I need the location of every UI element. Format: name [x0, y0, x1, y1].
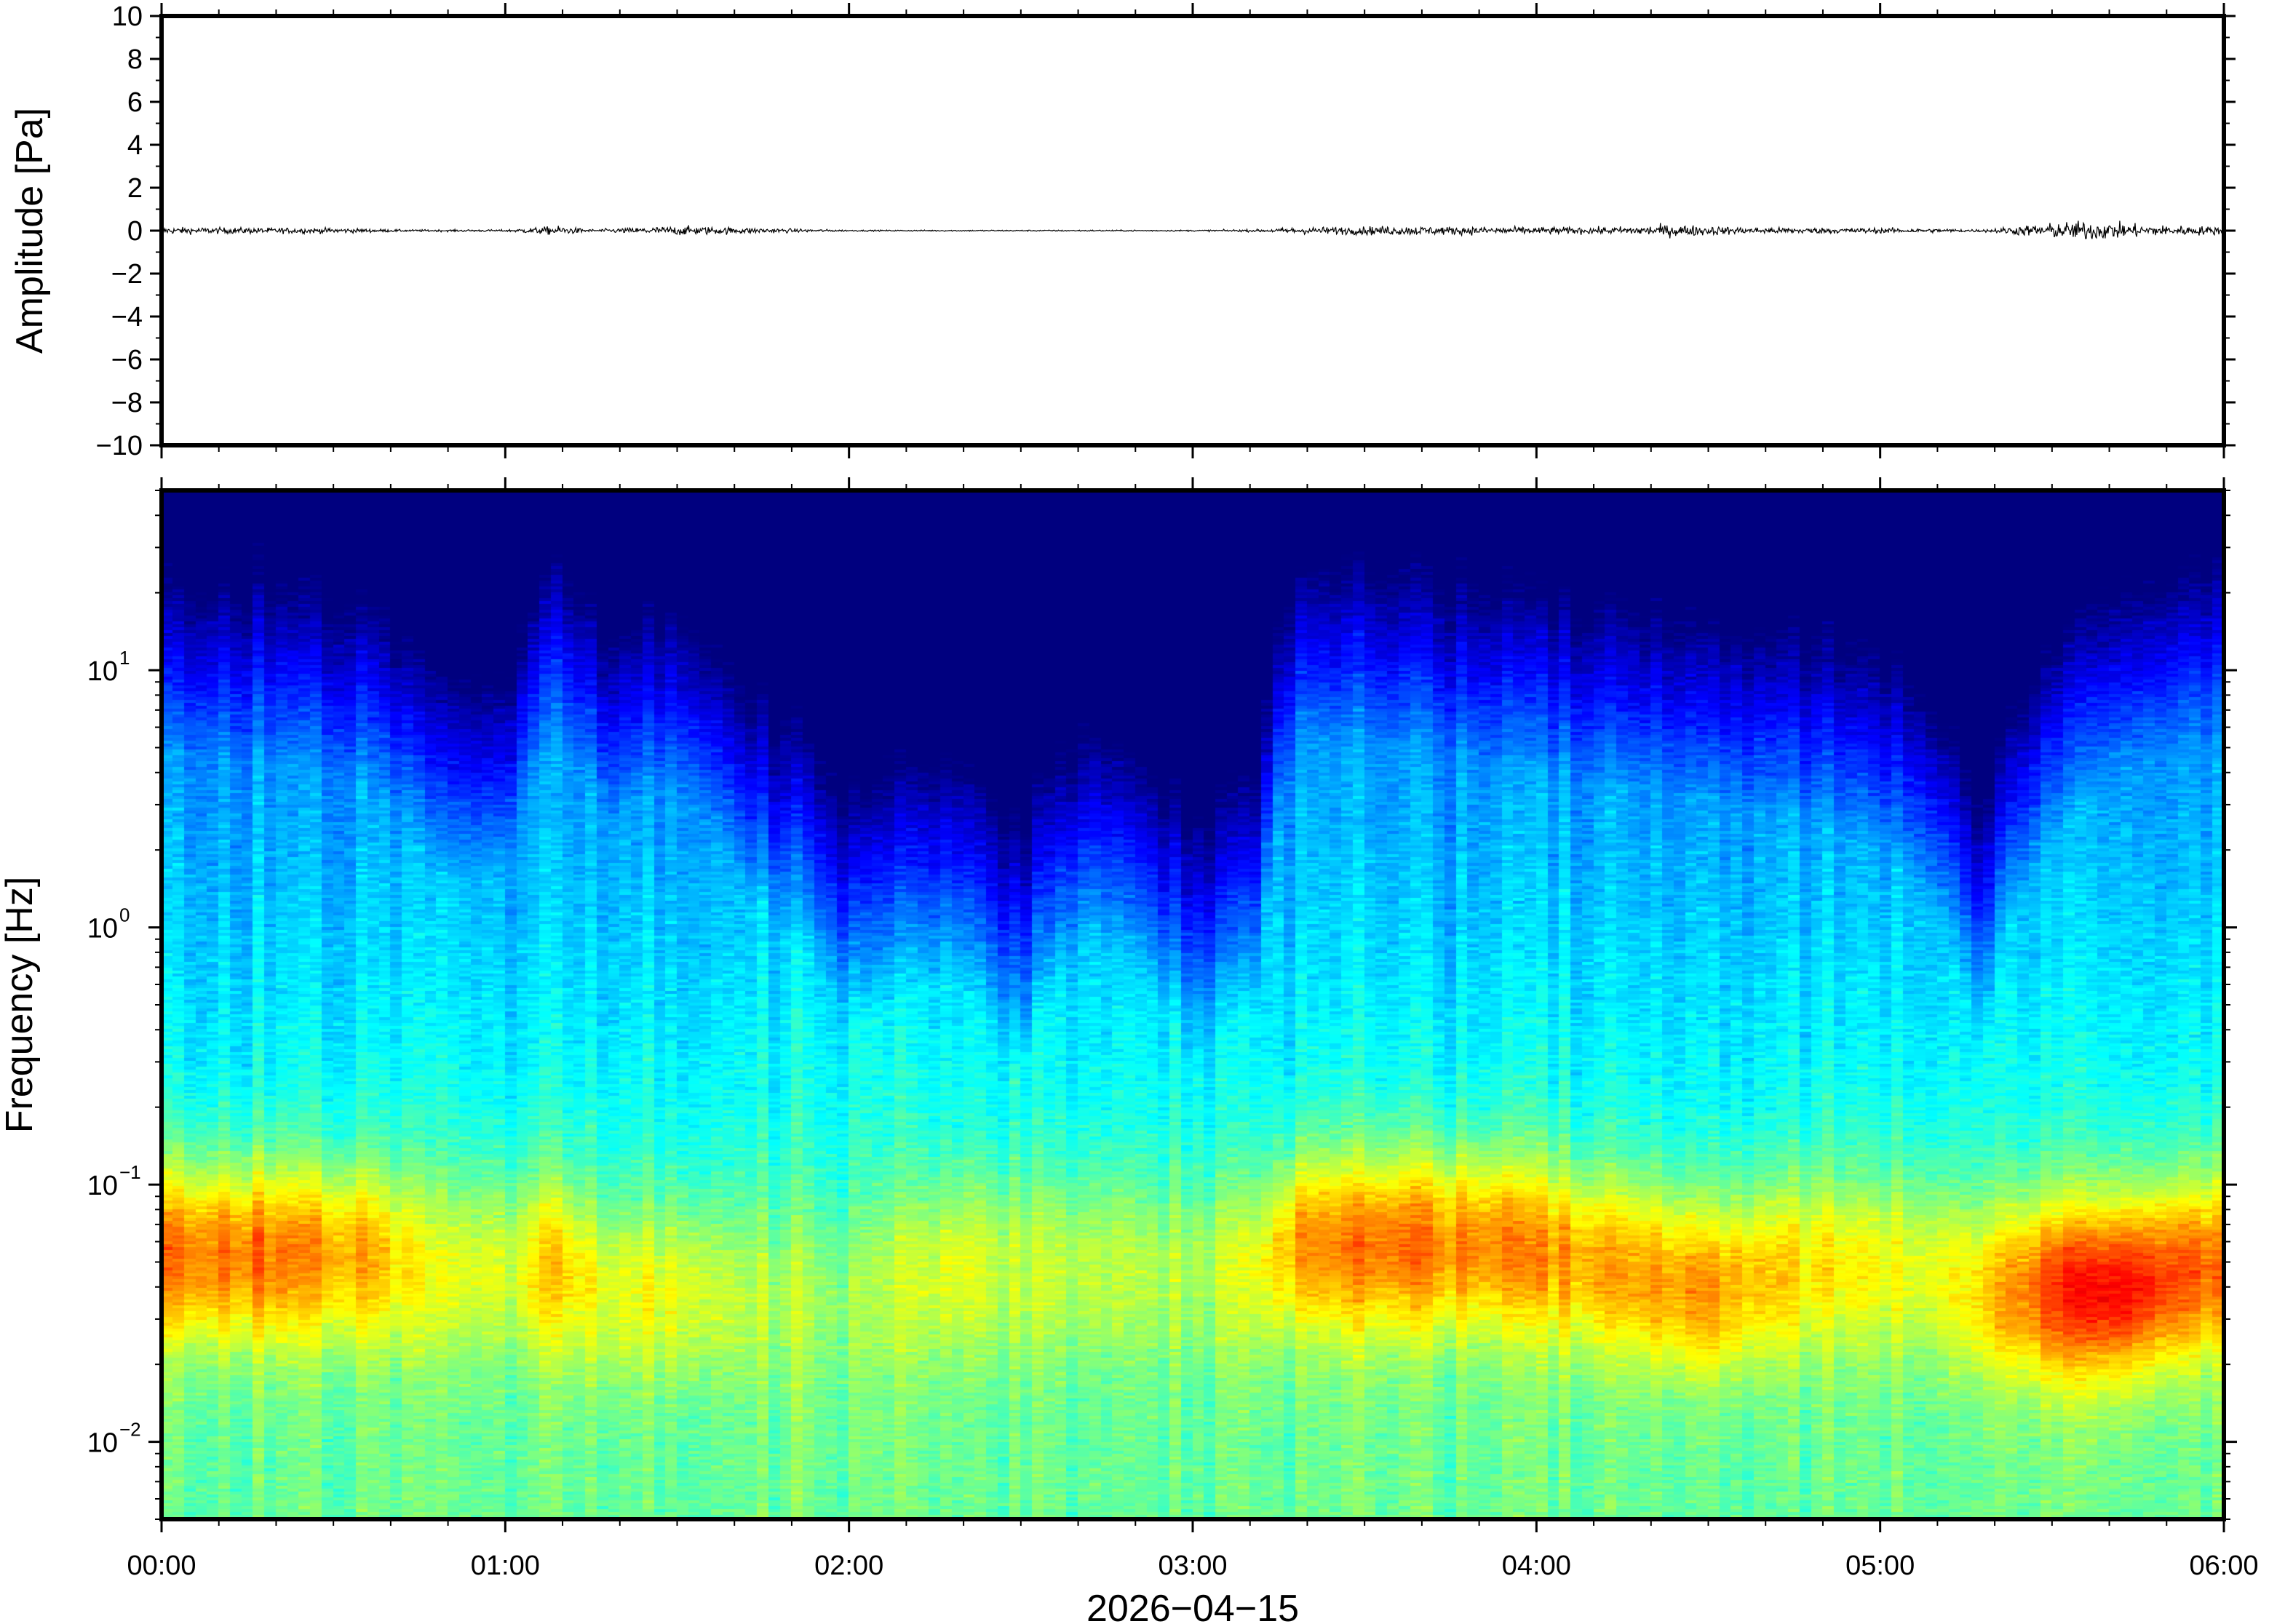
waveform-y-tick-label: −4 [111, 302, 143, 333]
waveform-y-ticks: 10 8 6 4 2 0 −2 −4 −6 −8 −10 [96, 1, 2236, 461]
spectrogram-y-tick-exponent: −2 [119, 1419, 141, 1441]
waveform-y-tick-label: −2 [111, 259, 143, 290]
waveform-y-tick-label: 4 [127, 130, 143, 161]
spectrogram-y-axis-title: Frequency [Hz] [0, 877, 41, 1134]
waveform-y-tick-label: −10 [96, 431, 143, 461]
waveform-frame [159, 14, 2226, 447]
waveform-y-axis-title: Amplitude [Pa] [9, 108, 51, 354]
waveform-trace [161, 220, 2225, 239]
spectrogram-y-tick-exponent: 0 [119, 904, 130, 926]
spectrogram-x-tick-label: 05:00 [1845, 1551, 1915, 1581]
spectrogram-y-tick-label: 10 [87, 656, 118, 687]
spectrogram-y-tick-exponent: 1 [119, 647, 130, 669]
spectrogram-y-tick-label: 10 [87, 914, 118, 944]
spectrogram-x-tick-label: 00:00 [127, 1551, 196, 1581]
waveform-y-tick-label: 0 [127, 216, 143, 247]
spectrogram-x-tick-label: 03:00 [1158, 1551, 1227, 1581]
waveform-y-tick-label: 6 [127, 87, 143, 118]
waveform-y-tick-label: −6 [111, 345, 143, 375]
spectrogram-x-axis-title: 2026−04−15 [1086, 1588, 1299, 1624]
waveform-y-tick-label: −8 [111, 388, 143, 418]
spectrogram-x-tick-label: 01:00 [471, 1551, 540, 1581]
waveform-y-tick-label: 8 [127, 44, 143, 75]
spectrogram-frame [159, 488, 2226, 1521]
spectrogram-heatmap [162, 490, 2224, 1519]
spectrogram-y-tick-exponent: −1 [119, 1161, 141, 1183]
spectrogram-image-container [162, 490, 2224, 1519]
spectrogram-x-tick-label: 06:00 [2189, 1551, 2258, 1581]
spectrogram-x-tick-label: 02:00 [814, 1551, 883, 1581]
waveform-y-tick-label: 2 [127, 173, 143, 204]
spectrogram-x-tick-label: 04:00 [1502, 1551, 1571, 1581]
spectrogram-y-tick-label: 10 [87, 1171, 118, 1201]
waveform-y-tick-label: 10 [112, 1, 143, 32]
waveform-panel: 10 8 6 4 2 0 −2 −4 −6 −8 −10 Amplitude [Pa] [9, 1, 2236, 461]
spectrogram-y-tick-label: 10 [87, 1428, 118, 1459]
